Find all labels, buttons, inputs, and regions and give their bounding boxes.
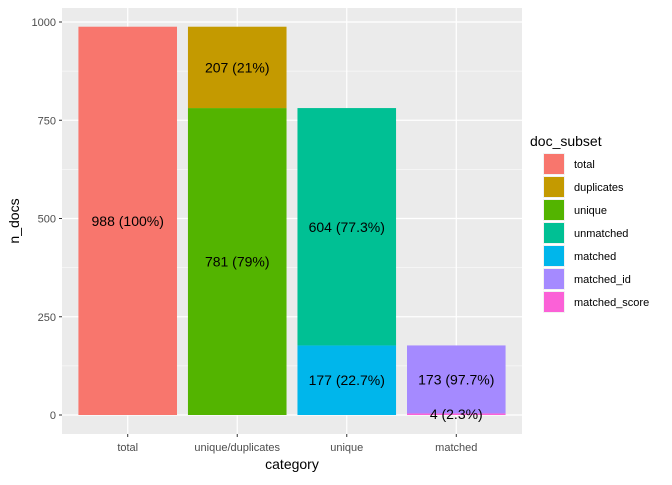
y-tick-label: 1000	[32, 17, 56, 29]
legend-swatch-total	[544, 154, 564, 174]
y-tick-label: 750	[38, 115, 56, 127]
bar-segment-duplicates	[187, 26, 287, 109]
y-tick-label: 0	[50, 410, 56, 422]
legend-swatch-matched_id	[544, 269, 564, 289]
data-label: 173 (97.7%)	[418, 371, 494, 387]
legend: doc_subset total duplicates unique unmatche…	[530, 133, 649, 313]
legend-label: total	[574, 159, 595, 171]
y-axis-title: n_docs	[6, 198, 22, 243]
legend-swatch-duplicates	[544, 177, 564, 197]
legend-swatch-unique	[544, 200, 564, 220]
legend-swatch-matched_score	[544, 292, 564, 312]
legend-label: unmatched	[574, 228, 628, 240]
bar-segment-unmatched	[297, 108, 397, 346]
bar-segment-matched_id	[407, 345, 506, 414]
legend-label: unique	[574, 205, 607, 217]
legend-swatch-matched	[544, 246, 564, 266]
bar-segment-total	[78, 26, 177, 415]
legend-label: duplicates	[574, 182, 624, 194]
data-label: 604 (77.3%)	[309, 219, 385, 235]
y-tick-label: 500	[38, 214, 56, 226]
legend-swatch-unmatched	[544, 223, 564, 243]
data-label: 4 (2.3%)	[430, 406, 483, 422]
bar-segment-matched	[297, 345, 397, 415]
x-tick-label: matched	[435, 442, 477, 454]
data-label: 207 (21%)	[205, 59, 270, 75]
bar-segment-unique	[187, 108, 287, 415]
bar-segment-matched_score	[407, 413, 506, 415]
legend-label: matched_score	[574, 297, 649, 309]
legend-label: matched_id	[574, 274, 631, 286]
legend-label: matched	[574, 251, 616, 263]
y-tick-label: 250	[38, 312, 56, 324]
x-tick-label: total	[117, 442, 138, 454]
legend-title: doc_subset	[530, 133, 602, 149]
data-label: 781 (79%)	[205, 254, 270, 270]
data-label: 177 (22.7%)	[309, 372, 385, 388]
x-tick-label: unique	[330, 442, 363, 454]
x-tick-label: unique/duplicates	[194, 442, 280, 454]
x-axis-title: category	[265, 456, 319, 472]
data-label: 988 (100%)	[92, 213, 164, 229]
